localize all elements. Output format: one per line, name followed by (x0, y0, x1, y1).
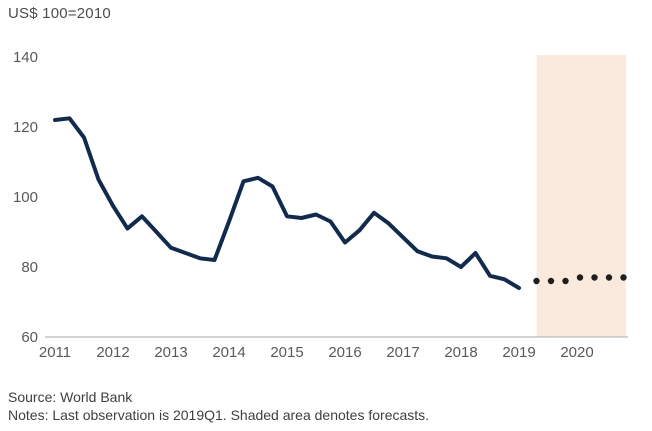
forecast-dot (562, 277, 569, 285)
x-tick-label: 2011 (39, 344, 71, 361)
x-tick-label: 2014 (212, 344, 245, 361)
y-axis-unit-label: US$ 100=2010 (8, 5, 111, 22)
forecast-dot (533, 277, 540, 285)
source-note: Source: World Bank (8, 389, 133, 405)
notes-note: Notes: Last observation is 2019Q1. Shade… (8, 407, 430, 423)
x-tick-label: 2020 (560, 344, 593, 361)
actual-series-line (53, 116, 521, 290)
forecast-dot (547, 277, 555, 285)
x-tick-label: 2015 (270, 344, 303, 361)
y-tick-label: 140 (13, 49, 38, 66)
forecast-dot (620, 274, 627, 281)
x-tick-label: 2017 (386, 344, 419, 361)
forecast-dot (576, 274, 584, 281)
y-tick-label: 100 (13, 189, 38, 206)
x-tick-label: 2019 (502, 344, 535, 361)
x-tick-label: 2013 (154, 344, 187, 361)
forecast-dot (591, 274, 598, 281)
y-tick-label: 80 (21, 259, 38, 276)
chart-footnotes: Source: World Bank Notes: Last observati… (8, 388, 429, 424)
forecast-shaded-region (536, 55, 626, 337)
x-tick-label: 2012 (96, 344, 129, 361)
y-tick-label: 120 (13, 119, 38, 136)
forecast-dot (605, 274, 613, 281)
x-tick-label: 2016 (328, 344, 361, 361)
y-tick-label: 60 (21, 329, 38, 346)
price-index-chart: 60 80 100 120 140 2011 2012 2013 2014 2015 2016 201… (13, 49, 628, 361)
x-tick-label: 2018 (444, 344, 477, 361)
